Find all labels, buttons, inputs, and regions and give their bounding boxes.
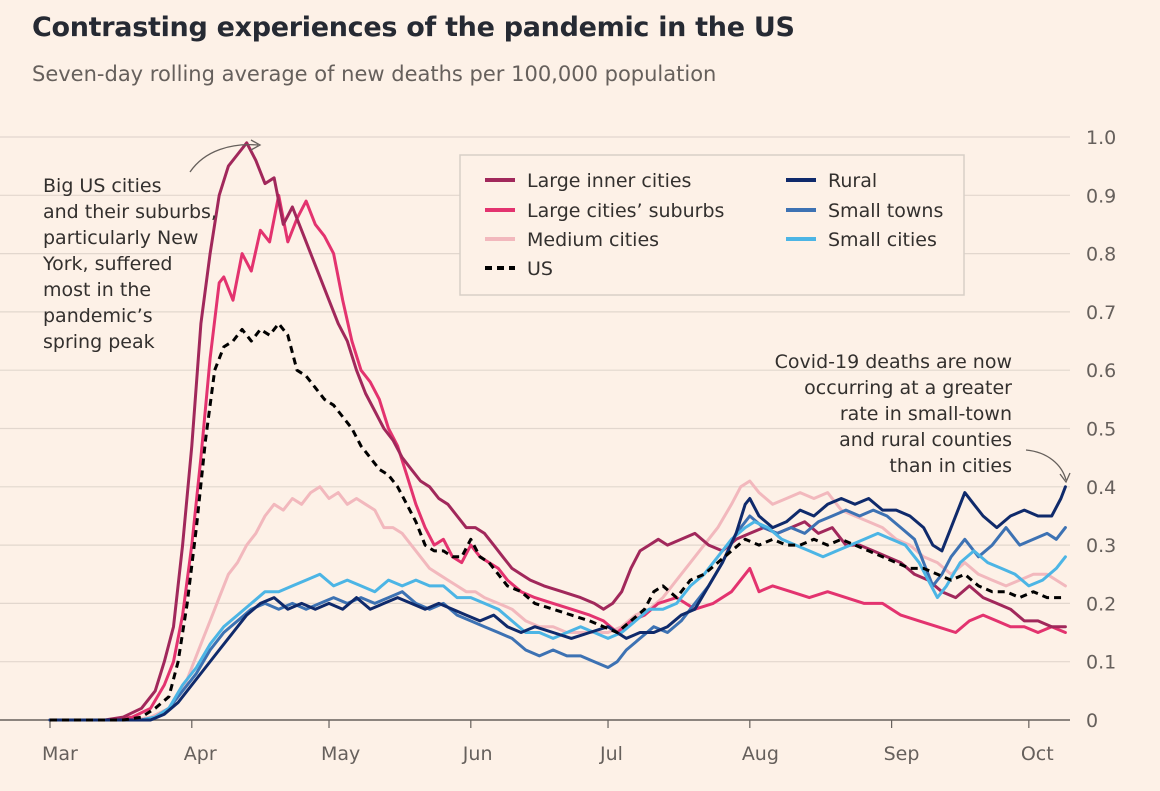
annotation-text: most in the <box>43 279 151 301</box>
y-axis-labels: 0 0.1 0.2 0.3 0.4 0.5 0.6 0.7 0.8 0.9 1.0 <box>1086 127 1116 732</box>
annotation-arrow <box>1025 449 1067 481</box>
y-tick-label: 0.4 <box>1086 477 1116 499</box>
y-tick-label: 0.2 <box>1086 593 1116 615</box>
annotation-text: and rural counties <box>839 429 1012 451</box>
annotation-text: and their suburbs, <box>43 201 217 223</box>
series-line-rural <box>48 485 1067 722</box>
legend-label: Large inner cities <box>527 170 691 192</box>
series-line-us <box>50 322 1066 722</box>
y-tick-label: 0.1 <box>1086 652 1116 674</box>
x-tick-label: May <box>321 743 360 765</box>
annotation-text: Big US cities <box>43 175 161 197</box>
annotation-text: particularly New <box>43 227 198 249</box>
annotation-text: rate in small-town <box>840 403 1012 425</box>
legend: Large inner cities Large cities’ suburbs M… <box>459 154 965 296</box>
series-line-small-towns <box>48 508 1067 722</box>
series-lines <box>48 141 1067 722</box>
legend-label: Large cities’ suburbs <box>527 200 724 222</box>
x-tick-label: Oct <box>1021 743 1054 765</box>
annotation-text: spring peak <box>43 331 155 353</box>
chart-subtitle: Seven-day rolling average of new deaths … <box>32 62 717 86</box>
arrowhead <box>1059 472 1071 484</box>
y-tick-label: 0.6 <box>1086 360 1116 382</box>
series-line-medium-cities <box>48 479 1067 722</box>
series-line-small-cities <box>48 520 1067 722</box>
x-tick-label: Apr <box>184 743 217 765</box>
annotation-arrow <box>189 144 259 173</box>
y-tick-label: 0.5 <box>1086 419 1116 441</box>
x-axis: Mar Apr May Jun Jul Aug Sep Oct <box>42 720 1054 765</box>
chart-title: Contrasting experiences of the pandemic … <box>32 12 795 43</box>
annotation-text: York, suffered <box>42 253 172 275</box>
x-tick-label: Mar <box>42 743 78 765</box>
annotation-text: occurring at a greater <box>804 377 1012 399</box>
legend-label: Rural <box>828 170 877 192</box>
x-tick-label: Aug <box>742 743 779 765</box>
y-tick-label: 0.9 <box>1086 185 1116 207</box>
y-tick-label: 0.8 <box>1086 244 1116 266</box>
legend-label: Medium cities <box>527 229 659 251</box>
legend-label: Small towns <box>828 200 943 222</box>
legend-label: Small cities <box>828 229 937 251</box>
y-tick-label: 0.7 <box>1086 302 1116 324</box>
y-tick-label: 0.3 <box>1086 535 1116 557</box>
x-tick-label: Jun <box>462 743 493 765</box>
annotations: Big US cities and their suburbs, particula… <box>42 139 1071 484</box>
y-tick-label: 1.0 <box>1086 127 1116 149</box>
annotation-text: Covid-19 deaths are now <box>775 351 1012 373</box>
annotation-text: pandemic’s <box>43 305 153 327</box>
gridlines <box>0 136 1070 721</box>
x-tick-label: Jul <box>599 743 623 765</box>
x-tick-label: Sep <box>884 743 920 765</box>
y-tick-label: 0 <box>1086 710 1098 732</box>
arrowhead <box>250 139 262 151</box>
annotation-text: than in cities <box>889 455 1012 477</box>
legend-box <box>459 154 965 296</box>
series-line-large-inner-cities <box>48 141 1067 722</box>
legend-label: US <box>527 258 553 280</box>
